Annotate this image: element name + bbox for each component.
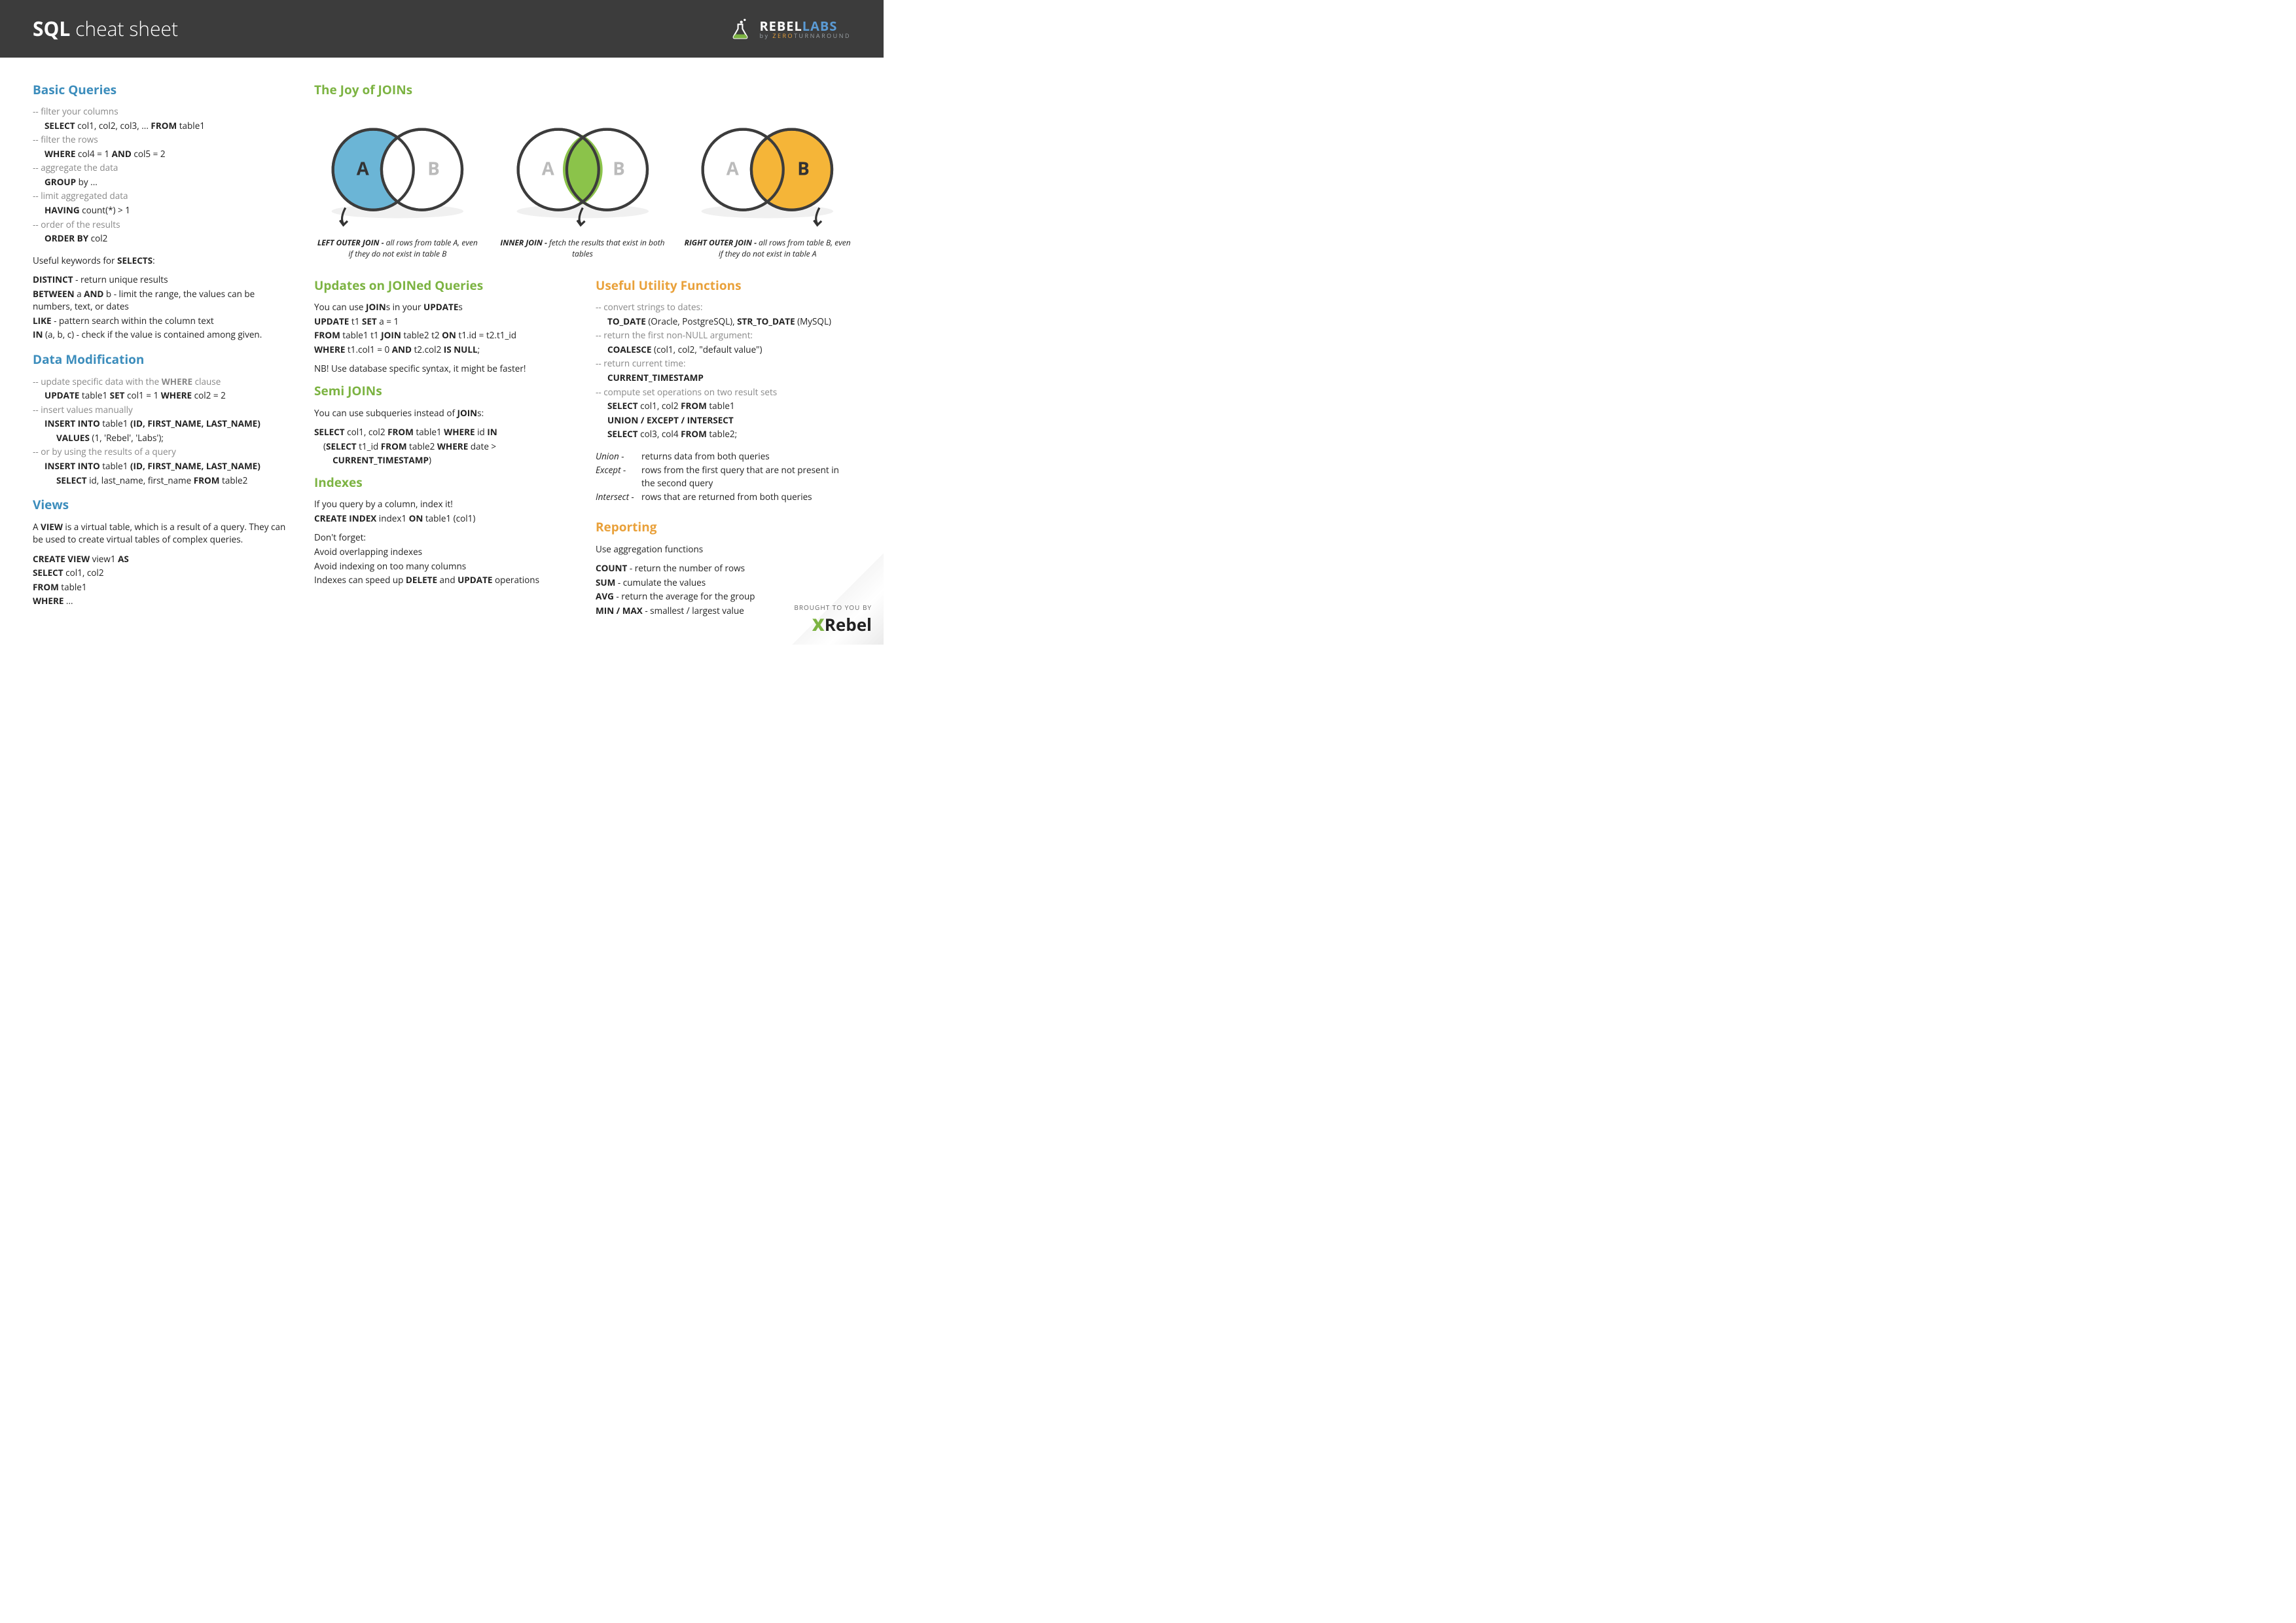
svg-text:B: B <box>613 157 625 181</box>
code-line: FROM table1 <box>33 581 288 594</box>
code-line: HAVING count(*) > 1 <box>33 204 288 217</box>
keyword-line: IN (a, b, c) - check if the value is con… <box>33 329 288 342</box>
logo-subtext: by ZEROTURNAROUND <box>759 33 851 39</box>
code-line: CURRENT_TIMESTAMP <box>596 372 851 385</box>
page-title: SQL cheat sheet <box>33 14 178 43</box>
code-line: SELECT id, last_name, first_name FROM ta… <box>33 474 288 488</box>
code-line: SELECT col1, col2, col3, ... FROM table1 <box>33 120 288 133</box>
code-line: SELECT col1, col2 <box>33 567 288 580</box>
heading-updates: Updates on JOINed Queries <box>314 277 569 295</box>
venn-diagram: A B INNER JOIN - fetch the results that ex… <box>499 111 666 260</box>
heading-basic-queries: Basic Queries <box>33 81 288 99</box>
keyword-line: DISTINCT - return unique results <box>33 274 288 287</box>
code-line: UNION / EXCEPT / INTERSECT <box>596 414 851 427</box>
code-line: SELECT col1, col2 FROM table1 <box>596 400 851 413</box>
code-line: UPDATE t1 SET a = 1 <box>314 315 569 329</box>
def-line: Union -returns data from both queries <box>596 450 851 463</box>
heading-semi-joins: Semi JOINs <box>314 382 569 401</box>
code-line: (SELECT t1_id FROM table2 WHERE date > <box>314 440 569 454</box>
heading-utility: Useful Utility Functions <box>596 277 851 295</box>
brand-logo: REBELLABS by ZEROTURNAROUND <box>729 18 851 40</box>
code-line: UPDATE table1 SET col1 = 1 WHERE col2 = … <box>33 389 288 402</box>
svg-text:A: A <box>541 157 554 181</box>
logo-text: REBELLABS <box>759 19 851 33</box>
venn-diagram: A B LEFT OUTER JOIN - all rows from table … <box>314 111 481 260</box>
func-line: COUNT - return the number of rows <box>596 562 851 575</box>
svg-text:B: B <box>798 157 810 181</box>
code-line: CREATE VIEW view1 AS <box>33 553 288 566</box>
code-line: CURRENT_TIMESTAMP) <box>314 454 569 467</box>
code-line: VALUES (1, 'Rebel', 'Labs'); <box>33 432 288 445</box>
flask-icon <box>729 18 751 40</box>
selects-intro: Useful keywords for SELECTS: <box>33 255 288 268</box>
code-comment: -- insert values manually <box>33 404 288 417</box>
code-comment: -- order of the results <box>33 219 288 232</box>
views-intro: A VIEW is a virtual table, which is a re… <box>33 521 288 546</box>
column-right: Useful Utility Functions -- convert stri… <box>596 272 851 619</box>
heading-joins: The Joy of JOINs <box>314 81 851 99</box>
venn-diagram: A B RIGHT OUTER JOIN - all rows from table… <box>684 111 851 260</box>
svg-text:B: B <box>427 157 440 181</box>
text-line: Avoid indexing on too many columns <box>314 560 569 573</box>
code-comment: -- update specific data with the WHERE c… <box>33 376 288 389</box>
code-comment: -- filter your columns <box>33 105 288 118</box>
code-comment: -- return the first non-NULL argument: <box>596 329 851 342</box>
heading-indexes: Indexes <box>314 474 569 492</box>
code-line: WHERE ... <box>33 595 288 608</box>
indexes-intro: If you query by a column, index it! <box>314 498 569 511</box>
code-line: COALESCE (col1, col2, "default value") <box>596 344 851 357</box>
code-line: INSERT INTO table1 (ID, FIRST_NAME, LAST… <box>33 460 288 473</box>
code-comment: -- convert strings to dates: <box>596 301 851 314</box>
keyword-line: LIKE - pattern search within the column … <box>33 315 288 328</box>
venn-caption: INNER JOIN - fetch the results that exis… <box>499 238 666 260</box>
code-line: GROUP by ... <box>33 176 288 189</box>
code-line: FROM table1 t1 JOIN table2 t2 ON t1.id =… <box>314 329 569 342</box>
code-line: TO_DATE (Oracle, PostgreSQL), STR_TO_DAT… <box>596 315 851 329</box>
header-bar: SQL cheat sheet REBELLABS by ZEROTURNARO… <box>0 0 884 58</box>
heading-views: Views <box>33 496 288 514</box>
column-middle: Updates on JOINed Queries You can use JO… <box>314 272 569 619</box>
code-comment: -- filter the rows <box>33 134 288 147</box>
venn-caption: RIGHT OUTER JOIN - all rows from table B… <box>684 238 851 260</box>
func-line: SUM - cumulate the values <box>596 577 851 590</box>
indexes-dont-title: Don't forget: <box>314 531 569 544</box>
code-comment: -- or by using the results of a query <box>33 446 288 459</box>
code-line: WHERE t1.col1 = 0 AND t2.col2 IS NULL; <box>314 344 569 357</box>
venn-diagrams: A B LEFT OUTER JOIN - all rows from table … <box>314 111 851 260</box>
report-intro: Use aggregation functions <box>596 543 851 556</box>
heading-reporting: Reporting <box>596 518 851 537</box>
svg-text:A: A <box>357 157 370 181</box>
updates-note: NB! Use database specific syntax, it mig… <box>314 363 569 376</box>
code-comment: -- aggregate the data <box>33 162 288 175</box>
code-line: ORDER BY col2 <box>33 232 288 245</box>
svg-text:A: A <box>726 157 740 181</box>
code-comment: -- limit aggregated data <box>33 190 288 203</box>
updates-intro: You can use JOINs in your UPDATEs <box>314 301 569 314</box>
text-line: Indexes can speed up DELETE and UPDATE o… <box>314 574 569 587</box>
keyword-line: BETWEEN a AND b - limit the range, the v… <box>33 288 288 313</box>
column-left: Basic Queries -- filter your columns SELE… <box>33 76 288 619</box>
text-line: Avoid overlapping indexes <box>314 546 569 559</box>
code-line: SELECT col3, col4 FROM table2; <box>596 428 851 441</box>
venn-caption: LEFT OUTER JOIN - all rows from table A,… <box>314 238 481 260</box>
semi-intro: You can use subqueries instead of JOINs: <box>314 407 569 420</box>
code-comment: -- return current time: <box>596 357 851 370</box>
code-line: SELECT col1, col2 FROM table1 WHERE id I… <box>314 426 569 439</box>
heading-data-modification: Data Modification <box>33 351 288 369</box>
def-line: Intersect -rows that are returned from b… <box>596 491 851 504</box>
code-line: WHERE col4 = 1 AND col5 = 2 <box>33 148 288 161</box>
footer-brand: BROUGHT TO YOU BY XRebel <box>766 596 884 645</box>
indexes-code: CREATE INDEX index1 ON table1 (col1) <box>314 512 569 526</box>
code-comment: -- compute set operations on two result … <box>596 386 851 399</box>
code-line: INSERT INTO table1 (ID, FIRST_NAME, LAST… <box>33 418 288 431</box>
def-line: Except -rows from the first query that a… <box>596 464 851 490</box>
